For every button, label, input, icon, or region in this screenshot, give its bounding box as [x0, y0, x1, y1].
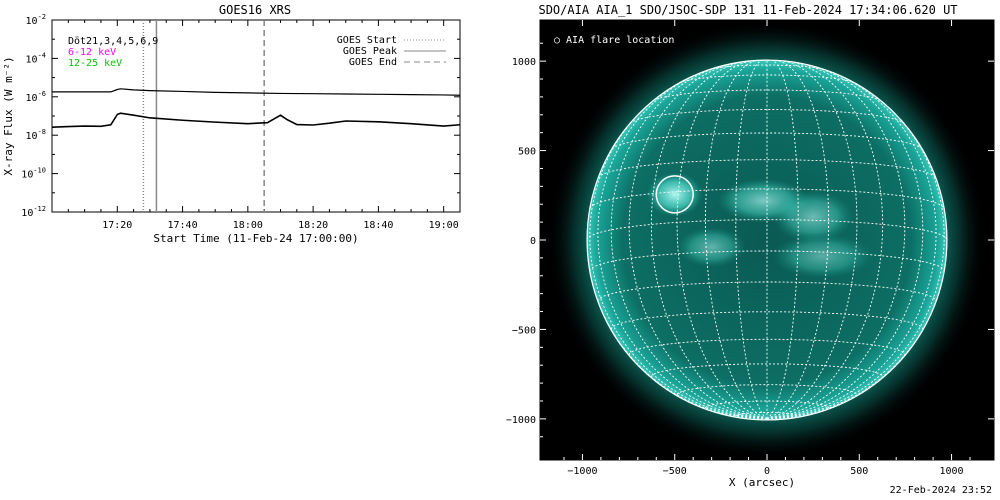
x-tick-label: 18:40	[363, 220, 393, 231]
aia-image-panel: SDO/AIA AIA_1 SDO/JSOC-SDP 131 11-Feb-20…	[506, 3, 995, 489]
grid-latitude-line	[589, 188, 945, 209]
series-line-6-12keV	[52, 88, 461, 96]
y-tick-label: 10-6	[26, 90, 46, 104]
grid-longitude-line	[676, 60, 768, 420]
xrs-title: GOES16 XRS	[219, 3, 291, 17]
xrs-detector-label: Döt21,3,4,5,6,9	[68, 36, 158, 47]
solar-limb	[586, 59, 948, 421]
flare-location-marker	[655, 175, 694, 214]
aia-x-axis-label: X (arcsec)	[729, 476, 795, 489]
xrs-event-markers	[142, 20, 265, 212]
grid-longitude-line	[766, 70, 937, 420]
grid-latitude-line	[629, 109, 905, 124]
grid-longitude-line	[589, 87, 768, 420]
grid-longitude-line	[766, 60, 858, 420]
xrs-series-group	[51, 88, 461, 129]
goes-xrs-chart: GOES16 XRS 10-2 10-4 10-6 10-8 10-10 10-12 17…	[2, 3, 461, 245]
legend-label-end: GOES End	[349, 57, 397, 68]
aia-x-ticks: −1000 −500 0 500 1000	[563, 20, 971, 477]
x-tick-label: 17:20	[102, 220, 132, 231]
y-tick-label: 10-4	[26, 51, 46, 65]
xrs-y-axis-label: X-ray Flux (W m⁻²)	[2, 56, 15, 175]
grid-latitude-line	[589, 250, 945, 272]
grid-longitude-line	[610, 64, 768, 420]
grid-longitude-line	[766, 87, 945, 420]
grid-longitude-line	[766, 64, 924, 420]
y-tick-label: −1000	[506, 415, 536, 426]
x-tick-label: 1000	[940, 466, 964, 477]
active-region	[677, 227, 746, 268]
xrs-legend: GOES Start GOES Peak GOES End	[337, 35, 446, 68]
xrs-x-ticks: 17:20 17:40 18:00 18:20 18:40 19:00	[51, 20, 461, 231]
x-tick-label: 17:40	[168, 220, 198, 231]
legend-label-peak: GOES Peak	[343, 46, 397, 57]
aia-title: SDO/AIA AIA_1 SDO/JSOC-SDP 131 11-Feb-20…	[538, 3, 957, 17]
grid-longitude-line	[766, 60, 884, 420]
grid-latitude-line	[705, 400, 829, 408]
aia-legend-label: ○ AIA flare location	[554, 35, 674, 46]
aia-image-content	[547, 20, 987, 460]
y-tick-label: 10-8	[26, 128, 46, 142]
y-tick-label: 10-12	[21, 205, 46, 219]
grid-longitude-line	[735, 60, 768, 420]
legend-label-start: GOES Start	[337, 35, 397, 46]
xrs-y-ticks: 10-2 10-4 10-6 10-8 10-10 10-12	[21, 13, 460, 219]
x-tick-label: −1000	[567, 466, 597, 477]
xrs-x-axis-label: Start Time (11-Feb-24 17:00:00)	[153, 232, 358, 245]
grid-latitude-line	[652, 89, 882, 102]
x-tick-label: 18:20	[298, 220, 328, 231]
grid-longitude-line	[650, 60, 768, 420]
x-tick-label: 0	[764, 466, 770, 477]
y-tick-label: 10-10	[21, 167, 46, 181]
series-line-12-25keV	[51, 112, 461, 129]
grid-latitude-line	[678, 74, 856, 84]
solar-disk	[587, 60, 947, 420]
aia-y-ticks: 1000 500 0 −500 −1000	[506, 42, 994, 438]
y-tick-label: 0	[530, 236, 536, 247]
grid-longitude-line	[766, 60, 829, 420]
grid-latitude-line	[735, 412, 799, 417]
y-tick-label: 10-2	[26, 13, 46, 27]
grid-longitude-line	[766, 239, 947, 420]
heliographic-grid	[587, 60, 947, 420]
render-timestamp: 22-Feb-2024 23:52	[889, 485, 992, 496]
grid-longitude-line	[705, 60, 768, 420]
xrs-series-label-0: 6-12 keV	[68, 47, 116, 58]
grid-longitude-line	[587, 239, 768, 420]
xrs-series-label-1: 12-25 keV	[68, 58, 122, 69]
y-tick-label: 500	[518, 147, 536, 158]
grid-longitude-line	[597, 70, 768, 420]
x-tick-label: 19:00	[429, 220, 459, 231]
active-region	[772, 234, 873, 279]
y-tick-label: 1000	[512, 57, 536, 68]
aia-legend: ○ AIA flare location	[554, 35, 674, 46]
y-tick-label: −500	[512, 325, 536, 336]
x-tick-label: 500	[850, 466, 868, 477]
grid-longitude-line	[766, 60, 799, 420]
active-region	[773, 190, 854, 243]
x-tick-label: −500	[663, 466, 687, 477]
x-tick-label: 18:00	[233, 220, 263, 231]
